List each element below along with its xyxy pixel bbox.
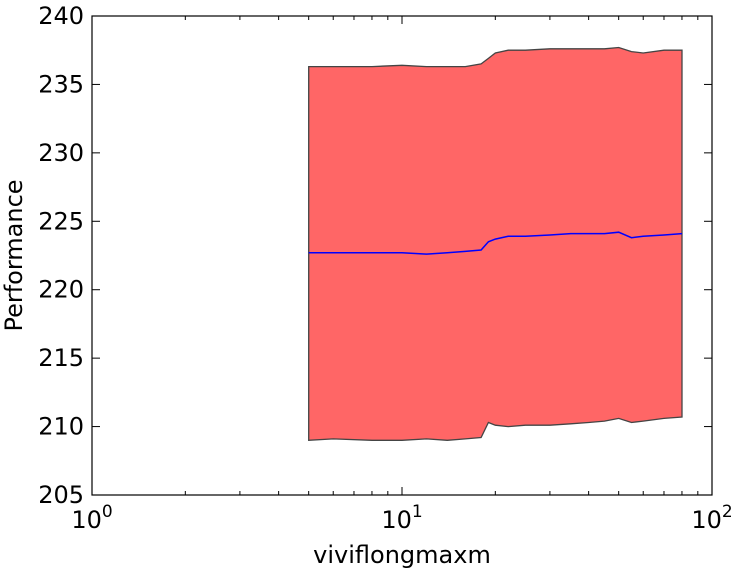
y-tick-label: 205: [38, 481, 84, 509]
tick-layer: 205 210 215 220 225 230 235 240 100 101 102: [38, 2, 733, 534]
y-tick-label: 235: [38, 70, 84, 98]
band-layer: [308, 46, 683, 441]
y-axis-label: Performance: [0, 179, 28, 331]
mean-line-0: [308, 231, 683, 255]
line-layer: [308, 231, 683, 255]
y-tick-label: 210: [38, 413, 84, 441]
y-tick-label: 215: [38, 344, 84, 372]
y-tick-label: 240: [38, 2, 84, 30]
x-axis-label: viviflongmaxm: [313, 541, 491, 569]
y-tick-label: 230: [38, 139, 84, 167]
x-tick-label: 101: [381, 502, 422, 534]
y-tick-label: 225: [38, 207, 84, 235]
x-tick-label: 100: [71, 502, 112, 534]
y-tick-label: 220: [38, 276, 84, 304]
confidence-band: [308, 46, 683, 441]
x-tick-label: 102: [691, 502, 732, 534]
